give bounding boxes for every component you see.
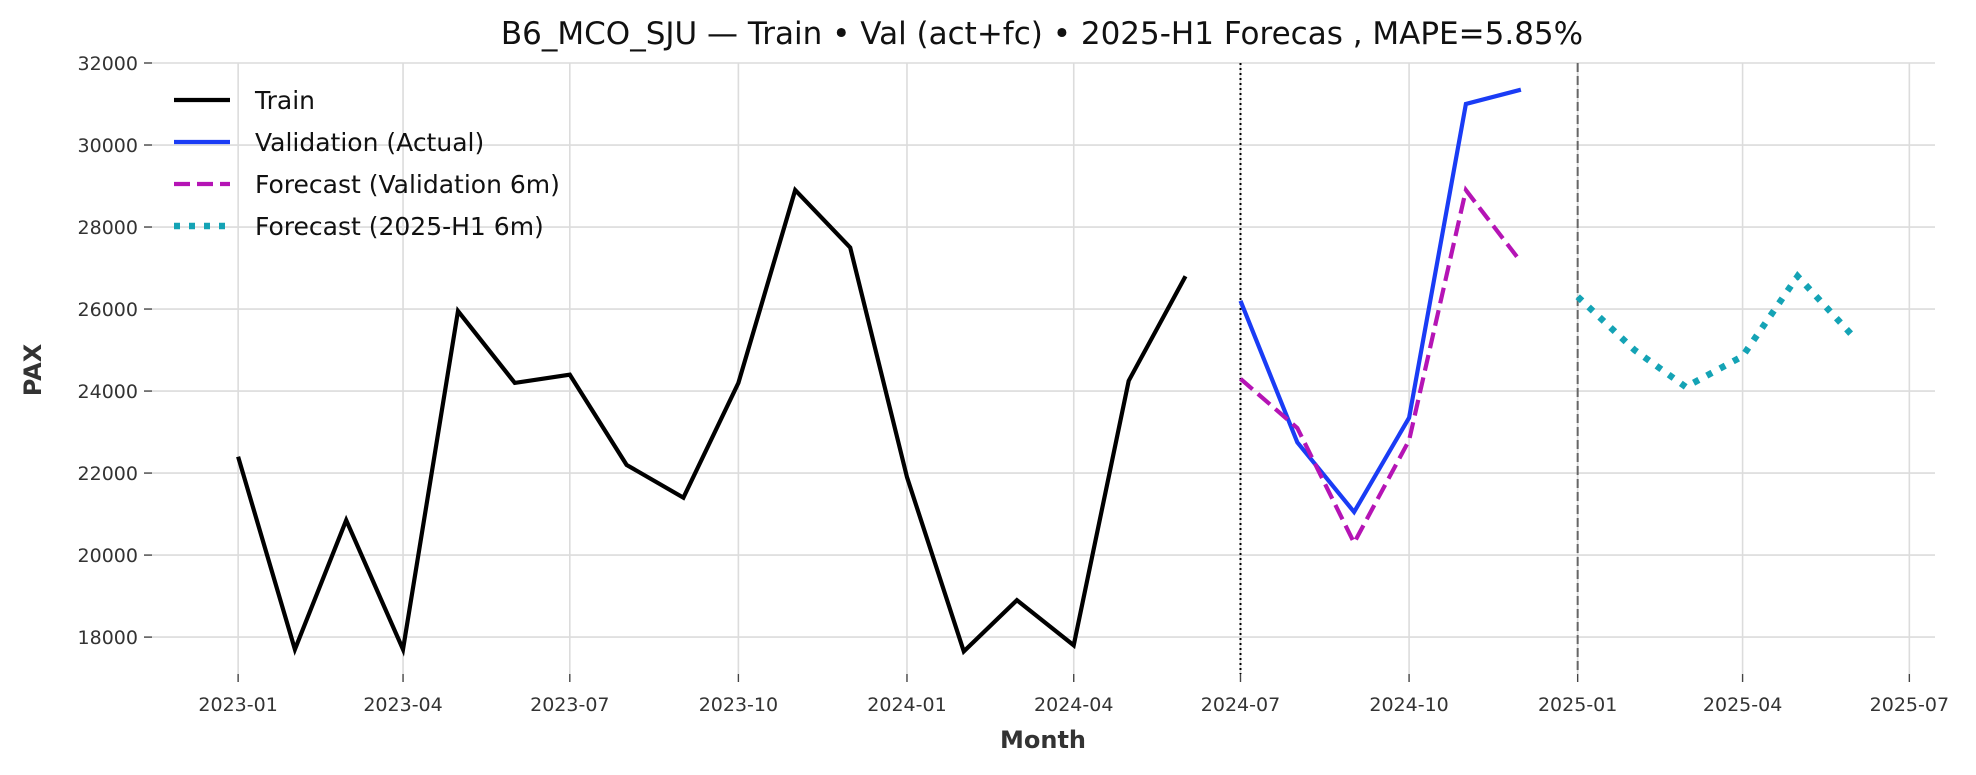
- y-tick-label: 28000: [78, 217, 138, 239]
- reference-lines: [1239, 63, 1579, 674]
- legend-label: Forecast (2025-H1 6m): [255, 212, 544, 241]
- x-tick-label: 2023-04: [363, 694, 442, 716]
- x-tick-label: 2024-04: [1034, 694, 1113, 716]
- legend-item-validation-actual: Validation (Actual): [174, 128, 484, 157]
- grid: [152, 62, 1935, 674]
- x-tick-label: 2025-07: [1870, 694, 1949, 716]
- x-tick-label: 2023-01: [198, 694, 277, 716]
- y-tick-label: 18000: [78, 627, 138, 649]
- series-line-validation-actual: [1238, 87, 1522, 516]
- legend-item-train: Train: [174, 86, 315, 115]
- y-tick-label: 30000: [78, 135, 138, 157]
- x-tick-label: 2023-07: [530, 694, 609, 716]
- y-tick-label: 24000: [78, 381, 138, 403]
- x-tick-label: 2023-10: [699, 694, 778, 716]
- series-line-forecast-validation-6m: [1239, 185, 1523, 548]
- series-line-forecast-2025-h1-6m: [1575, 271, 1857, 391]
- y-axis-ticks: 18000 20000 22000 24000 26000 28000 30000 32000: [78, 53, 152, 649]
- x-tick-label: 2025-04: [1703, 694, 1782, 716]
- x-tick-label: 2024-01: [867, 694, 946, 716]
- x-tick-label: 2024-10: [1369, 694, 1448, 716]
- y-tick-label: 20000: [78, 545, 138, 567]
- y-tick-label: 26000: [78, 299, 138, 321]
- x-tick-label: 2025-01: [1538, 694, 1617, 716]
- x-axis-ticks: 2023-01 2023-04 2023-07 2023-10 2024-01 2024-…: [198, 674, 1949, 716]
- y-axis-label: PAX: [19, 343, 47, 396]
- x-tick-label: 2024-07: [1201, 694, 1280, 716]
- y-tick-label: 22000: [78, 463, 138, 485]
- series-line-train: [236, 186, 1188, 657]
- legend: Train Validation (Actual) Forecast (Valida…: [174, 86, 560, 241]
- x-axis-label: Month: [1000, 726, 1086, 754]
- series-lines: [236, 87, 1857, 657]
- y-tick-label: 32000: [78, 53, 138, 75]
- chart-title: B6_MCO_SJU — Train • Val (act+fc) • 2025…: [501, 16, 1583, 52]
- legend-label: Forecast (Validation 6m): [255, 170, 560, 199]
- legend-label: Validation (Actual): [255, 128, 484, 157]
- legend-label: Train: [254, 86, 315, 115]
- legend-item-forecast-2025-h1-6m: Forecast (2025-H1 6m): [174, 212, 544, 241]
- legend-item-forecast-validation-6m: Forecast (Validation 6m): [174, 170, 560, 199]
